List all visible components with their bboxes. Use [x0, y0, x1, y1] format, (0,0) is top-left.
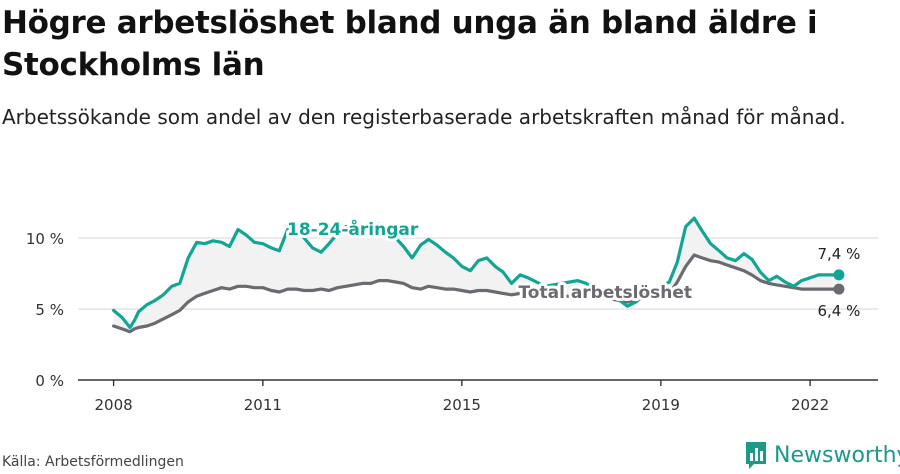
- series-line-total: [112, 253, 841, 334]
- series-label-youth: 18-24-åringar: [287, 218, 419, 240]
- x-tick-label: 2008: [95, 396, 133, 414]
- source-note: Källa: Arbetsförmedlingen: [2, 454, 184, 470]
- brand-name: Newsworthy: [774, 442, 900, 468]
- x-tick-label: 2011: [244, 396, 282, 414]
- series-label-youth-halo: 18-24-åringar: [287, 218, 419, 240]
- series-line-youth: [112, 216, 841, 330]
- end-label-youth: 7,4 %: [818, 245, 861, 263]
- chart-subtitle: Arbetssökande som andel av den registerb…: [2, 105, 846, 129]
- y-tick-label: 10 %: [26, 230, 64, 248]
- brand-logo: Newsworthy: [744, 440, 900, 470]
- x-axis: 2008 2011 2015 2019 2022: [78, 379, 878, 414]
- x-tick-label: 2022: [791, 396, 829, 414]
- end-label-total: 6,4 %: [818, 302, 861, 320]
- end-markers: 7,4 % 6,4 %: [818, 245, 861, 320]
- chart-title: Högre arbetslöshet bland unga än bland ä…: [2, 5, 818, 83]
- series-label-total: Total arbetslöshet: [518, 283, 692, 303]
- gridlines: [78, 237, 878, 310]
- x-tick-label: 2019: [642, 396, 680, 414]
- bar-chart-logo-icon: [746, 442, 766, 469]
- y-tick-label: 5 %: [35, 301, 64, 319]
- end-point-total: [833, 283, 845, 295]
- end-point-youth: [833, 269, 845, 281]
- y-axis: 0 % 5 % 10 %: [26, 230, 64, 390]
- y-tick-label: 0 %: [35, 372, 64, 390]
- gap-band: [113, 218, 840, 332]
- x-tick-label: 2015: [443, 396, 481, 414]
- series-label-total-halo: Total arbetslöshet: [518, 283, 692, 303]
